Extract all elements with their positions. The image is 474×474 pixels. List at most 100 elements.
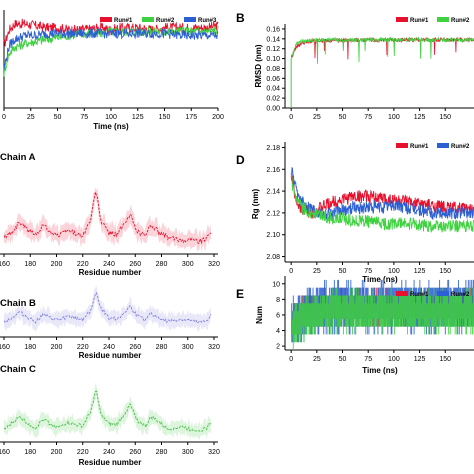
bar-Run#2 xyxy=(433,287,435,335)
y-tick-label: 10 xyxy=(272,281,280,288)
bar-Run#2 xyxy=(305,295,307,335)
bar-Run#2 xyxy=(304,303,306,327)
bar-Run#2 xyxy=(333,295,335,319)
panel-chain-a: Chain A 160 180 200 220 240 260 280 300 320 Resi… xyxy=(0,152,220,277)
bar-Run#2 xyxy=(401,295,403,319)
x-tick-label: 125 xyxy=(414,268,426,275)
bar-Run#2 xyxy=(426,303,428,327)
x-ticks: 160 180 200 220 240 260 280 300 320 xyxy=(0,254,220,268)
bar-Run#2 xyxy=(341,303,343,319)
bar-Run#2 xyxy=(364,303,366,327)
bar-Run#2 xyxy=(374,295,376,327)
bar-Run#2 xyxy=(450,295,452,327)
y-tick-label: 0.04 xyxy=(266,86,280,93)
x-tick-label: 260 xyxy=(129,261,141,268)
bar-Run#2 xyxy=(405,295,407,319)
x-tick-label: 175 xyxy=(185,114,197,121)
bar-Run#2 xyxy=(407,295,409,335)
bar-Run#2 xyxy=(309,303,311,335)
legend-label: Run#2 xyxy=(451,18,470,24)
legend-label: Run#1 xyxy=(410,18,429,24)
bar-Run#2 xyxy=(313,303,315,335)
panel-d-rg: D 2.08 2.10 2.12 2.14 2.16 2.18 0 25 50 75 100 125… xyxy=(236,142,474,284)
bar-Run#2 xyxy=(384,295,386,327)
bar-Run#2 xyxy=(444,295,446,327)
bar-Run#2 xyxy=(340,295,342,327)
x-tick-label: 180 xyxy=(24,449,36,456)
bar-Run#2 xyxy=(350,295,352,327)
x-tick-label: 200 xyxy=(51,449,63,456)
x-tick-label: 0 xyxy=(2,114,6,121)
bar-Run#2 xyxy=(420,295,422,327)
x-tick-label: 240 xyxy=(103,344,115,351)
bar-Run#2 xyxy=(318,303,320,327)
bar-Run#2 xyxy=(376,295,378,319)
bar-Run#2 xyxy=(320,303,322,327)
y-tick-label: 0.08 xyxy=(266,66,280,73)
bar-Run#2 xyxy=(412,295,414,327)
x-tick-label: 25 xyxy=(313,356,321,363)
x-tick-label: 50 xyxy=(339,268,347,275)
series-line-mean xyxy=(3,291,212,324)
bar-Run#2 xyxy=(434,303,436,327)
y-ticks: 0.00 0.02 0.04 0.06 0.08 0.10 0.12 0.14 0.16 xyxy=(266,26,285,113)
bar-Run#2 xyxy=(297,311,299,335)
legend-label: Run#3 xyxy=(198,18,217,24)
series-line-mean xyxy=(3,191,212,245)
bar-Run#2 xyxy=(352,295,354,327)
bar-Run#2 xyxy=(442,287,444,327)
bar-Run#2 xyxy=(378,295,380,319)
bar-Run#2 xyxy=(394,295,396,327)
bar-Run#2 xyxy=(291,318,293,335)
series-group xyxy=(3,382,212,440)
bar-Run#2 xyxy=(410,295,412,327)
x-tick-label: 180 xyxy=(24,344,36,351)
legend-label: Run#1 xyxy=(114,18,133,24)
bar-Run#2 xyxy=(465,295,467,335)
bar-Run#2 xyxy=(328,295,330,327)
y-axis-title: Num xyxy=(255,306,264,324)
bar-Run#2 xyxy=(408,295,410,327)
x-tick-label: 100 xyxy=(105,114,117,121)
bar-Run#2 xyxy=(370,295,372,327)
x-axis-title: Time (ns) xyxy=(362,275,398,284)
bar-Run#2 xyxy=(430,295,432,319)
bar-Run#2 xyxy=(472,287,474,327)
bar-Run#2 xyxy=(448,303,450,335)
y-tick-label: 0.00 xyxy=(266,106,280,113)
bar-Run#2 xyxy=(466,287,468,335)
bar-Run#2 xyxy=(429,295,431,327)
bar-Run#2 xyxy=(334,295,336,327)
bar-Run#2 xyxy=(382,295,384,335)
bar-Run#2 xyxy=(363,295,365,327)
bar-Run#2 xyxy=(395,295,397,327)
bar-Run#2 xyxy=(327,295,329,335)
bar-Run#2 xyxy=(301,303,303,327)
bar-Run#2 xyxy=(452,295,454,327)
x-tick-label: 125 xyxy=(414,356,426,363)
bar-Run#2 xyxy=(361,295,363,327)
bar-Run#2 xyxy=(416,295,418,319)
bar-Run#2 xyxy=(453,287,455,327)
bar-Run#2 xyxy=(402,295,404,319)
bar-Run#2 xyxy=(362,295,364,327)
bar-Run#2 xyxy=(342,295,344,319)
bar-Run#2 xyxy=(396,295,398,327)
bar-Run#2 xyxy=(305,303,307,335)
legend-swatch xyxy=(396,143,408,148)
x-tick-label: 260 xyxy=(129,449,141,456)
legend: Run#1 Run#2 xyxy=(396,143,470,150)
bar-Run#2 xyxy=(386,303,388,327)
bar-Run#2 xyxy=(443,295,445,319)
bar-Run#2 xyxy=(388,303,390,327)
x-tick-label: 25 xyxy=(313,114,321,121)
x-axis-title: Residue number xyxy=(79,351,142,360)
bar-Run#2 xyxy=(455,295,457,327)
series-line-Run#2 xyxy=(290,36,474,64)
bar-Run#2 xyxy=(459,295,461,327)
x-tick-label: 160 xyxy=(0,261,10,268)
bar-Run#2 xyxy=(467,287,469,319)
bar-Run#2 xyxy=(361,287,363,327)
